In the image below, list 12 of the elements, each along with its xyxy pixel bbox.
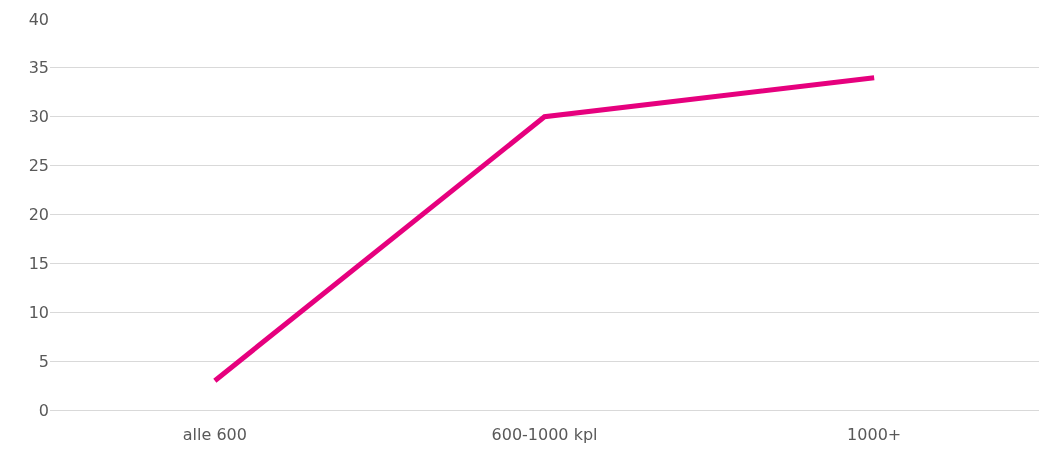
y-tick-label: 35 [28,58,49,78]
y-tick-label: 5 [38,351,49,371]
x-tick-label: 1000+ [847,425,902,445]
y-tick-label: 0 [38,400,49,420]
x-tick-label: 600-1000 kpl [491,425,598,445]
y-tick-label: 10 [28,302,49,322]
y-tick-label: 40 [28,9,49,29]
y-tick-label: 15 [28,253,49,273]
x-tick-label: alle 600 [182,425,247,445]
y-tick-label: 30 [28,107,49,127]
y-tick-label: 25 [28,156,49,176]
y-tick-label: 20 [28,205,49,225]
